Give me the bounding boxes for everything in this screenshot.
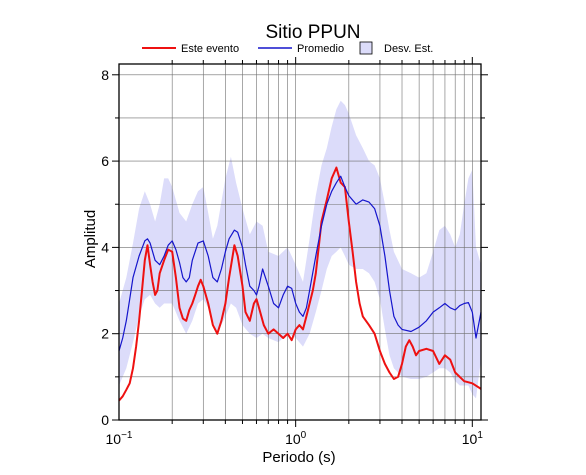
y-tick-label: 2 <box>101 326 109 342</box>
x-axis-label: Periodo (s) <box>262 449 335 466</box>
std-band-layer <box>119 100 481 399</box>
plot-frame <box>118 63 482 421</box>
chart-title: Sitio PPUN <box>265 22 360 43</box>
axes-frame <box>118 63 482 421</box>
legend-label-este: Este evento <box>181 43 239 55</box>
series-line-este <box>118 166 482 402</box>
series-line-promedio <box>118 175 482 352</box>
y-axis-label: Amplitud <box>82 210 99 268</box>
y-tick-label: 8 <box>101 67 109 83</box>
legend-label-desv: Desv. Est. <box>384 43 433 55</box>
x-tick-label: 100 <box>285 430 307 447</box>
std-band <box>119 100 481 399</box>
y-tick-label: 0 <box>101 412 109 428</box>
x-tick-label: 10−1 <box>106 430 133 447</box>
plot-area: 10−1 100 101 0 2 4 6 8 <box>101 57 488 447</box>
legend-label-promedio: Promedio <box>297 43 344 55</box>
y-tick-label: 4 <box>101 239 109 255</box>
y-tick-label: 6 <box>101 153 109 169</box>
x-tick-label: 101 <box>462 430 484 447</box>
tick-layer: 10−1 100 101 0 2 4 6 8 <box>101 57 488 447</box>
series-layer <box>118 166 482 402</box>
legend-swatch-desv <box>359 41 373 55</box>
legend: Este evento Promedio Desv. Est. <box>142 41 433 55</box>
